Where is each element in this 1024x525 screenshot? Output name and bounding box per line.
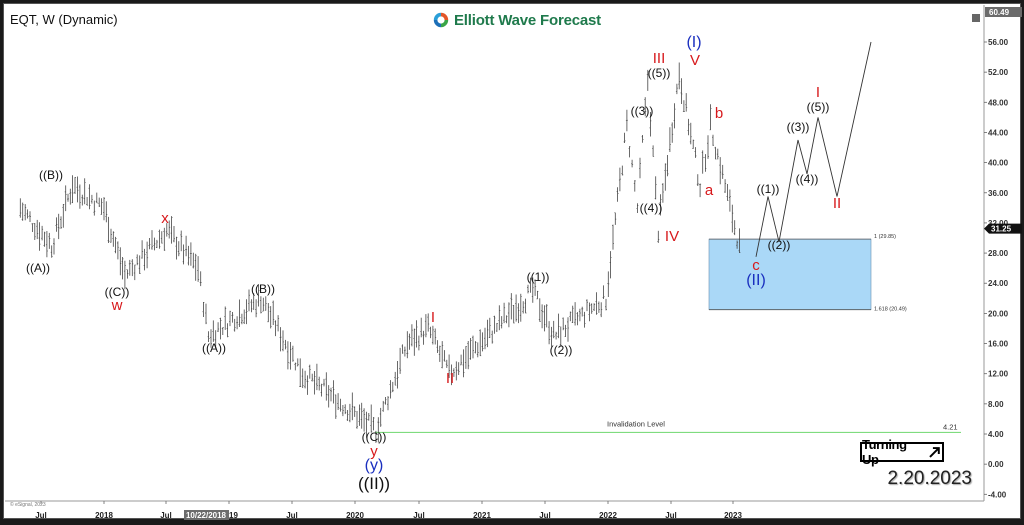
wave-label: III <box>653 50 666 67</box>
x-tick-label: Jul <box>665 511 677 520</box>
wave-label: ((1)) <box>757 182 780 196</box>
fib-lower-label: 1.618 (20.49) <box>874 307 907 313</box>
chart-options-button[interactable] <box>972 14 980 22</box>
target-zone-box <box>708 238 872 310</box>
y-tick-label: 24.00 <box>988 279 1009 288</box>
wave-label: II <box>446 370 454 387</box>
x-tick-label: Jul <box>539 511 551 520</box>
wave-label: c <box>752 257 760 274</box>
wave-label: (I) <box>686 34 701 51</box>
y-tick-label: 44.00 <box>988 128 1009 137</box>
cursor-date-marker <box>184 510 229 520</box>
chart-title: EQT, W (Dynamic) <box>10 12 118 27</box>
wave-label: IV <box>665 228 679 245</box>
ewf-logo-icon <box>433 12 449 28</box>
x-tick-label: Jul <box>35 511 47 520</box>
copyright-text: © eSignal, 2023 <box>10 502 46 508</box>
brand-name: Elliott Wave Forecast <box>454 11 601 29</box>
y-tick-label: 0.00 <box>988 460 1004 469</box>
turning-up-badge: Turning Up <box>860 437 944 467</box>
y-tick-label: 32.00 <box>988 219 1009 228</box>
wave-label: y <box>370 443 378 460</box>
wave-label: I <box>431 309 435 326</box>
wave-label: I <box>816 84 820 101</box>
fib-upper-label: 1 (29.85) <box>874 234 896 240</box>
wave-label: ((3)) <box>787 120 810 134</box>
turning-up-label: Turning Up <box>862 437 907 467</box>
brand-logo: Elliott Wave Forecast <box>432 11 601 29</box>
ohlc-bars <box>19 62 741 443</box>
wave-label: ((A)) <box>26 261 50 275</box>
wave-label: ((2)) <box>768 238 791 252</box>
y-tick-label: 52.00 <box>988 68 1009 77</box>
wave-label: ((B)) <box>39 168 63 182</box>
wave-label: ((C)) <box>362 430 387 444</box>
wave-label: w <box>111 297 123 314</box>
x-tick-label: 2022 <box>599 511 617 520</box>
price-chart[interactable]: 1 (29.85) 1.618 (20.49) Invalidation Level… <box>4 4 1022 520</box>
wave-label: a <box>705 182 714 199</box>
wave-label: ((4)) <box>640 201 663 215</box>
arrow-up-right-icon <box>929 447 941 458</box>
x-tick-label: Jul <box>413 511 425 520</box>
wave-label: x <box>161 210 169 227</box>
wave-label: ((5)) <box>648 66 671 80</box>
y-tick-label: 28.00 <box>988 249 1009 258</box>
wave-label: II <box>833 195 841 212</box>
y-tick-label: 16.00 <box>988 340 1009 349</box>
svg-text:60.49: 60.49 <box>989 8 1010 17</box>
y-tick-label: 12.00 <box>988 370 1009 379</box>
projection-path <box>755 41 872 257</box>
y-tick-label: 56.00 <box>988 38 1009 47</box>
wave-label: V <box>690 52 700 69</box>
last-price-marker <box>984 223 1022 234</box>
wave-label: (II) <box>746 272 766 289</box>
x-tick-label: 2018 <box>95 511 113 520</box>
x-tick-label: 2019 <box>220 511 238 520</box>
svg-text:10/22/2018: 10/22/2018 <box>186 511 227 520</box>
y-tick-label: -4.00 <box>988 490 1007 499</box>
x-tick-label: Jul <box>160 511 172 520</box>
wave-label: b <box>715 105 723 122</box>
invalidation-value: 4.21 <box>943 422 958 431</box>
wave-label: ((5)) <box>807 100 830 114</box>
wave-label: ((B)) <box>251 282 275 296</box>
y-tick-label: 8.00 <box>988 400 1004 409</box>
wave-label: ((C)) <box>105 285 130 299</box>
x-tick-label: Jul <box>286 511 298 520</box>
date-stamp: 2.20.2023 <box>887 468 972 489</box>
y-tick-label: 36.00 <box>988 189 1009 198</box>
x-tick-label: 2020 <box>346 511 364 520</box>
wave-label: ((2)) <box>550 343 573 357</box>
invalidation-label: Invalidation Level <box>607 419 665 428</box>
y-tick-label: 40.00 <box>988 159 1009 168</box>
wave-label: ((3)) <box>631 104 654 118</box>
y-tick-label: 4.00 <box>988 430 1004 439</box>
wave-label: ((II)) <box>358 474 390 493</box>
wave-label: ((1)) <box>527 270 550 284</box>
wave-label: ((4)) <box>796 172 819 186</box>
wave-label: (y) <box>365 457 384 474</box>
svg-text:31.25: 31.25 <box>991 225 1012 234</box>
chart-frame: 1 (29.85) 1.618 (20.49) Invalidation Level… <box>3 3 1022 520</box>
high-price-marker <box>985 7 1022 17</box>
y-tick-label: 48.00 <box>988 98 1009 107</box>
wave-label: ((A)) <box>202 341 226 355</box>
x-tick-label: 2023 <box>724 511 742 520</box>
y-tick-label: 20.00 <box>988 309 1009 318</box>
x-tick-label: 2021 <box>473 511 491 520</box>
